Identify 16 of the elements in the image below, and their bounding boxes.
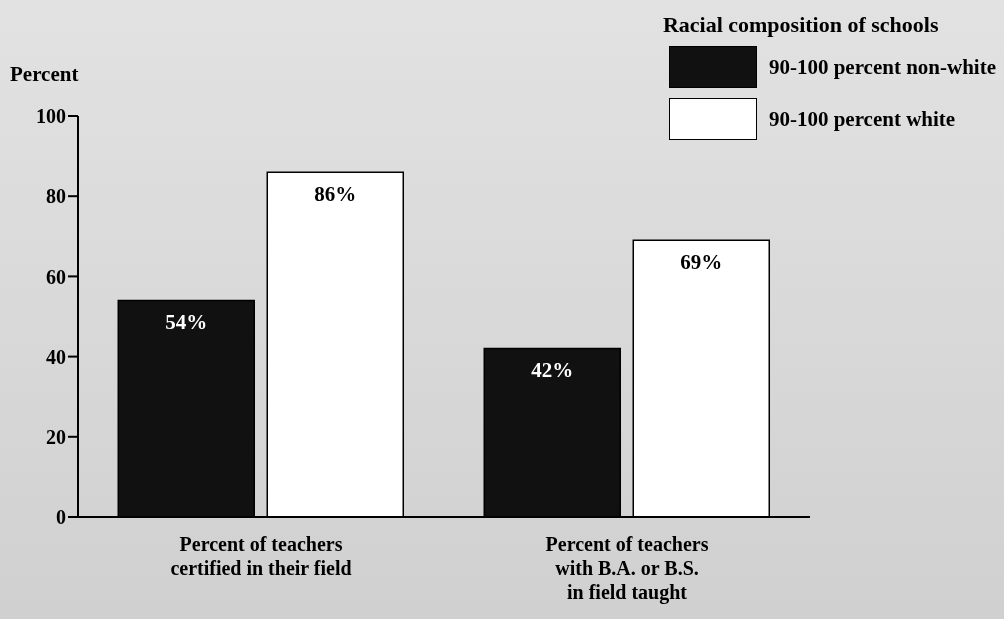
legend-title: Racial composition of schools	[662, 12, 940, 38]
y-tick-label: 20	[46, 425, 66, 448]
data-label: 69%	[680, 250, 723, 275]
legend-label: 90-100 percent non-white	[768, 54, 996, 80]
y-axis-title: Percent	[10, 62, 79, 87]
data-label: 86%	[314, 182, 357, 207]
y-tick-label: 100	[36, 105, 66, 128]
legend-label: 90-100 percent white	[768, 106, 956, 132]
x-tick-label: Percent of teachers certified in their field	[170, 533, 352, 579]
y-tick-label: 0	[56, 506, 66, 529]
x-tick-label: Percent of teachers with B.A. or B.S. in field taught	[545, 533, 709, 604]
y-tick-label: 40	[46, 345, 66, 368]
data-label: 42%	[531, 358, 574, 383]
data-label: 54%	[165, 310, 208, 335]
y-tick-label: 60	[46, 265, 66, 288]
y-tick-label: 80	[46, 185, 66, 208]
